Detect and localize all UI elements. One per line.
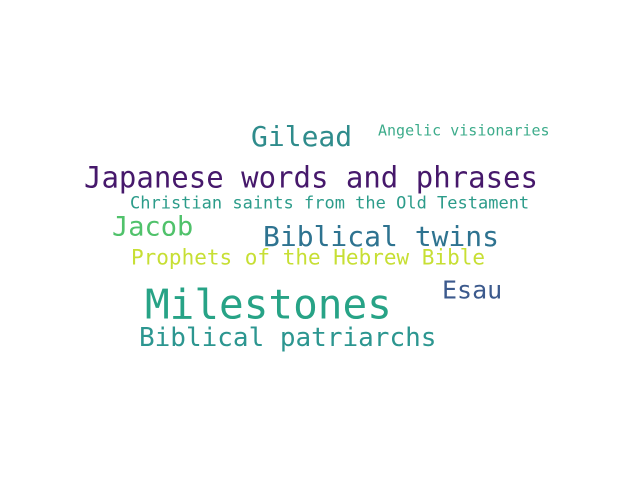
word-japanese-words-and-phrases: Japanese words and phrases	[84, 160, 538, 195]
word-esau: Esau	[442, 275, 503, 305]
word-jacob: Jacob	[112, 211, 194, 243]
word-angelic-visionaries: Angelic visionaries	[378, 121, 550, 140]
word-milestones: Milestones	[145, 280, 392, 329]
word-christian-saints: Christian saints from the Old Testament	[130, 193, 530, 214]
word-prophets-hebrew-bible: Prophets of the Hebrew Bible	[131, 245, 486, 270]
word-biblical-patriarchs: Biblical patriarchs	[139, 323, 437, 353]
word-biblical-twins: Biblical twins	[263, 220, 500, 253]
word-gilead: Gilead	[251, 120, 353, 153]
